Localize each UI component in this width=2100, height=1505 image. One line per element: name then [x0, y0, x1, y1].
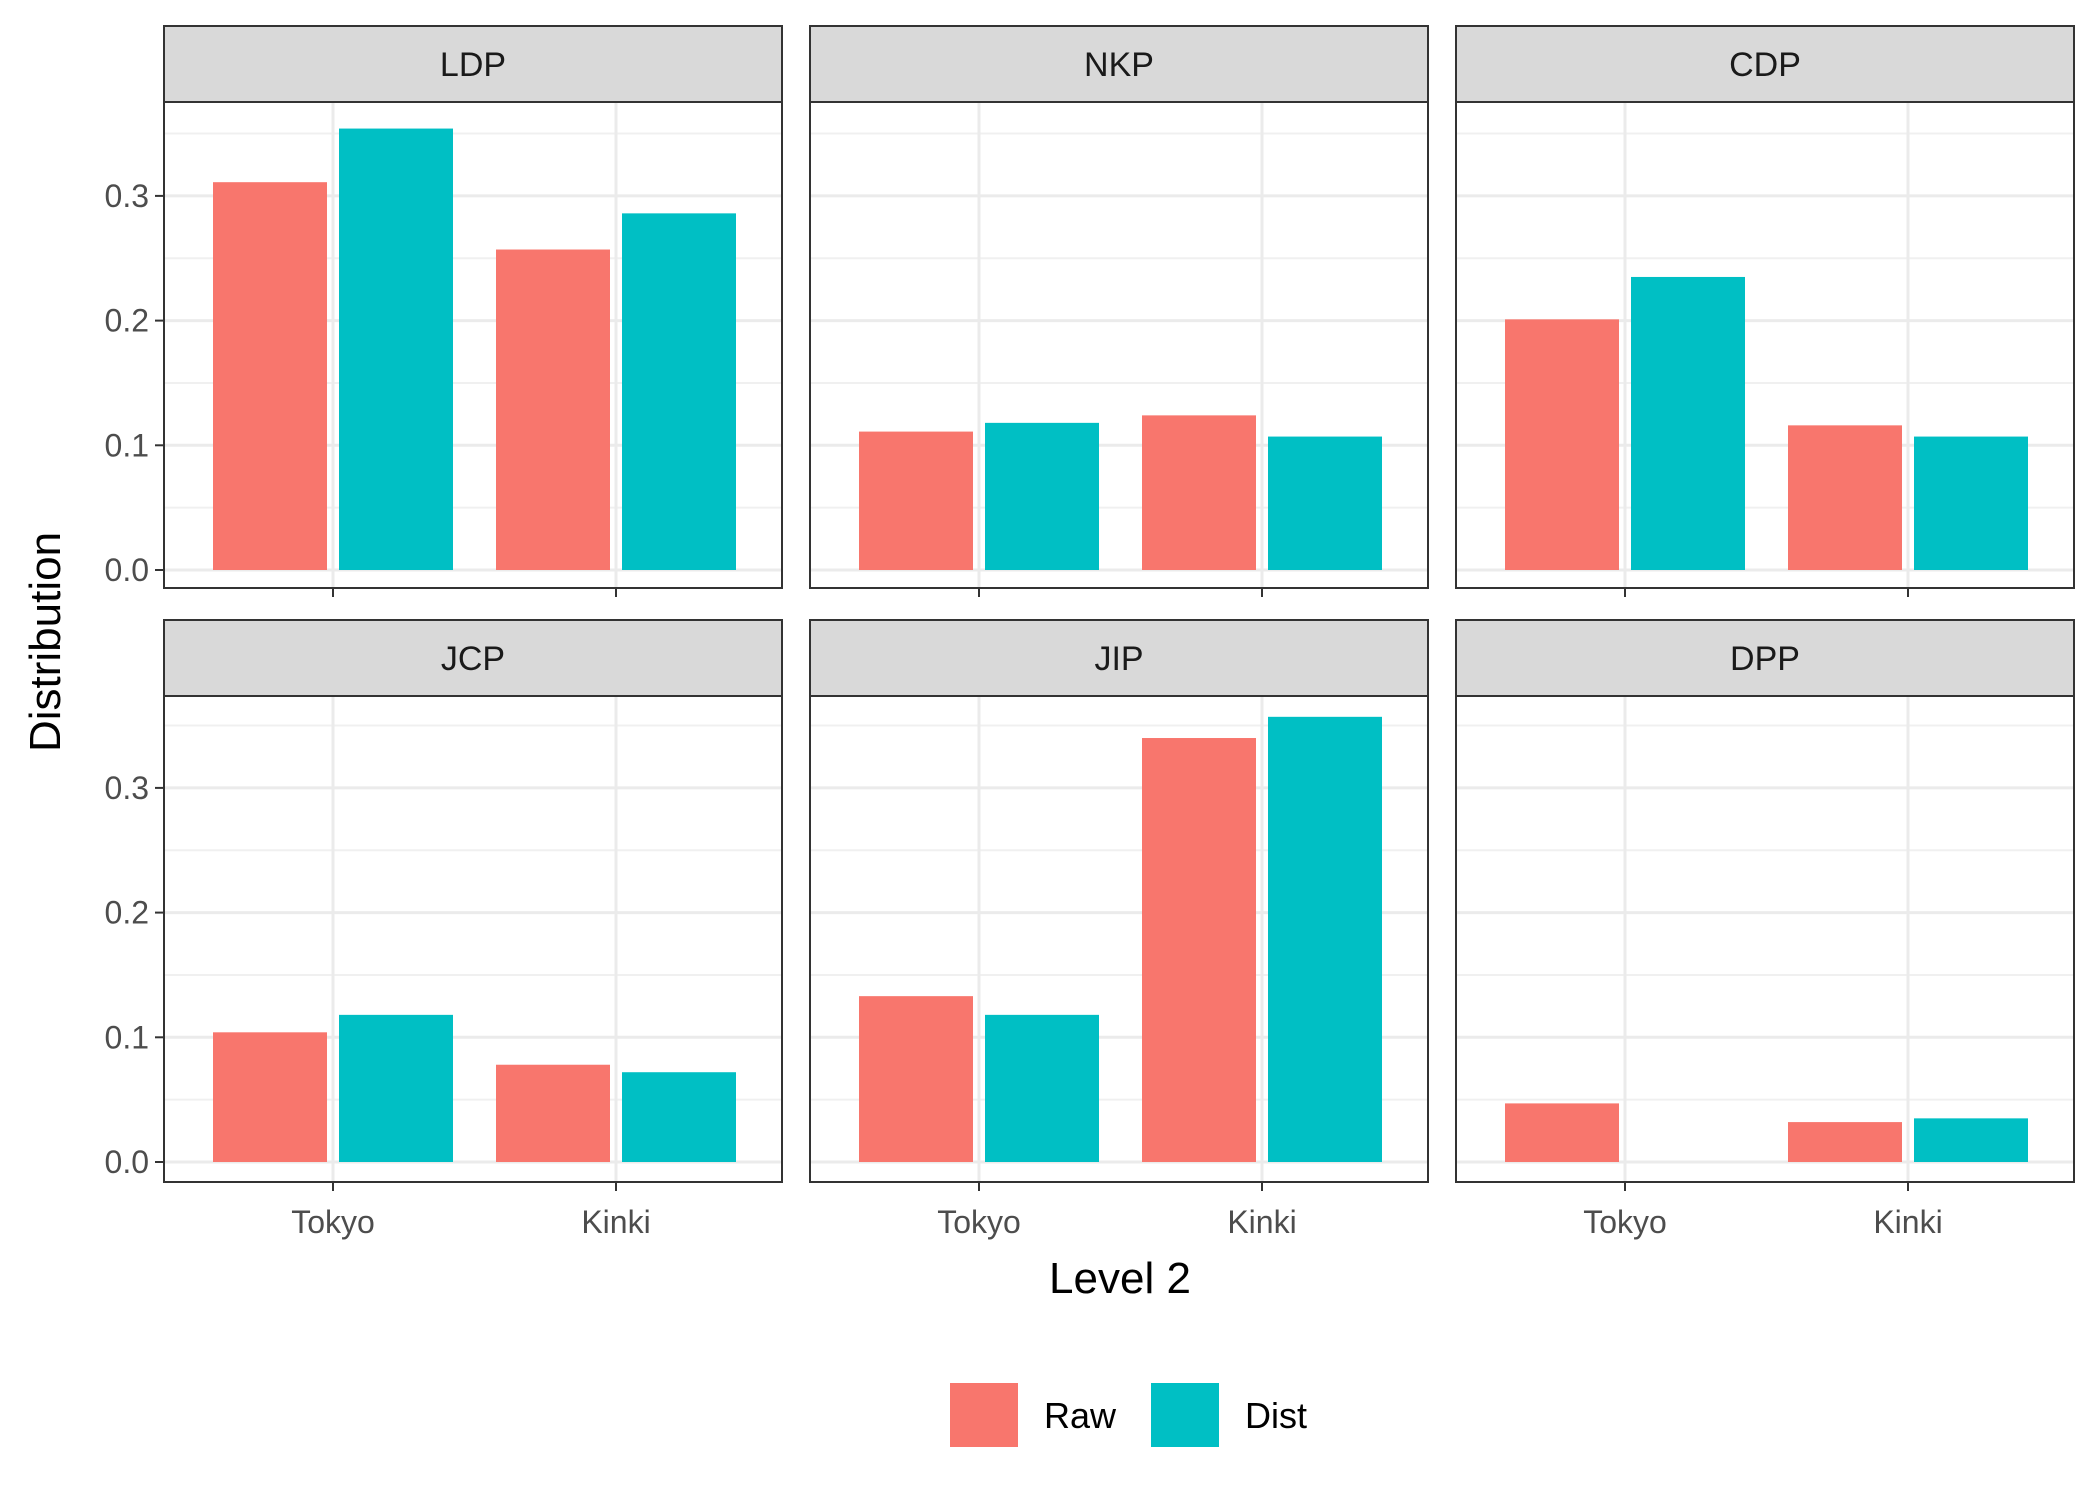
- x-tick-label: Tokyo: [291, 1204, 375, 1240]
- legend-label-dist: Dist: [1245, 1395, 1307, 1436]
- facet-strip: [1455, 619, 2075, 697]
- facet-title: CDP: [1729, 46, 1801, 84]
- bar-cdp-kinki-dist: [1914, 436, 2028, 570]
- facet-title: DPP: [1730, 640, 1800, 678]
- bar-jcp-kinki-dist: [622, 1072, 736, 1162]
- facet-strip: [163, 619, 783, 697]
- panel-background: [1456, 696, 2074, 1182]
- bar-nkp-tokyo-raw: [859, 431, 973, 570]
- bar-dpp-tokyo-raw: [1505, 1103, 1619, 1162]
- y-tick-label: 0.3: [105, 178, 149, 214]
- bar-jip-kinki-dist: [1268, 716, 1382, 1162]
- bar-jcp-tokyo-raw: [213, 1032, 327, 1162]
- facet-strip: [163, 25, 783, 103]
- x-tick-label: Kinki: [1227, 1204, 1296, 1240]
- facet-title: JIP: [1094, 640, 1143, 678]
- x-tick-label: Kinki: [581, 1204, 650, 1240]
- bar-ldp-tokyo-dist: [339, 128, 453, 570]
- legend-key-raw: [950, 1383, 1018, 1447]
- bar-cdp-tokyo-raw: [1505, 319, 1619, 570]
- bar-nkp-kinki-raw: [1142, 415, 1256, 570]
- x-tick-label: Kinki: [1873, 1204, 1942, 1240]
- bar-cdp-kinki-raw: [1788, 425, 1902, 570]
- bar-jip-tokyo-dist: [985, 1014, 1099, 1162]
- x-tick-label: Tokyo: [1583, 1204, 1667, 1240]
- bar-nkp-kinki-dist: [1268, 436, 1382, 570]
- y-tick-label: 0.1: [105, 1019, 149, 1055]
- bar-jip-tokyo-raw: [859, 996, 973, 1162]
- bar-jip-kinki-raw: [1142, 738, 1256, 1162]
- y-tick-label: 0.2: [105, 895, 149, 931]
- facet-strip: [1455, 25, 2075, 103]
- legend-label-raw: Raw: [1044, 1395, 1117, 1436]
- bar-jcp-kinki-raw: [496, 1064, 610, 1162]
- facet-title: JCP: [441, 640, 505, 678]
- y-tick-label: 0.0: [105, 552, 149, 588]
- y-tick-label: 0.2: [105, 303, 149, 339]
- bar-dpp-kinki-raw: [1788, 1122, 1902, 1162]
- bar-jcp-tokyo-dist: [339, 1014, 453, 1162]
- bar-dpp-kinki-dist: [1914, 1118, 2028, 1162]
- x-tick-label: Tokyo: [937, 1204, 1021, 1240]
- bar-ldp-tokyo-raw: [213, 182, 327, 571]
- y-tick-label: 0.3: [105, 770, 149, 806]
- x-axis-title: Level 2: [1049, 1254, 1191, 1303]
- bar-nkp-tokyo-dist: [985, 422, 1099, 570]
- bar-cdp-tokyo-dist: [1631, 276, 1745, 570]
- y-axis-title: Distribution: [21, 532, 70, 752]
- facet-title: LDP: [440, 46, 506, 84]
- facet-strip: [809, 619, 1429, 697]
- bar-ldp-kinki-raw: [496, 249, 610, 570]
- y-tick-label: 0.1: [105, 427, 149, 463]
- bar-ldp-kinki-dist: [622, 213, 736, 570]
- y-tick-label: 0.0: [105, 1144, 149, 1180]
- facet-title: NKP: [1084, 46, 1154, 84]
- facet-strip: [809, 25, 1429, 103]
- legend-key-dist: [1151, 1383, 1219, 1447]
